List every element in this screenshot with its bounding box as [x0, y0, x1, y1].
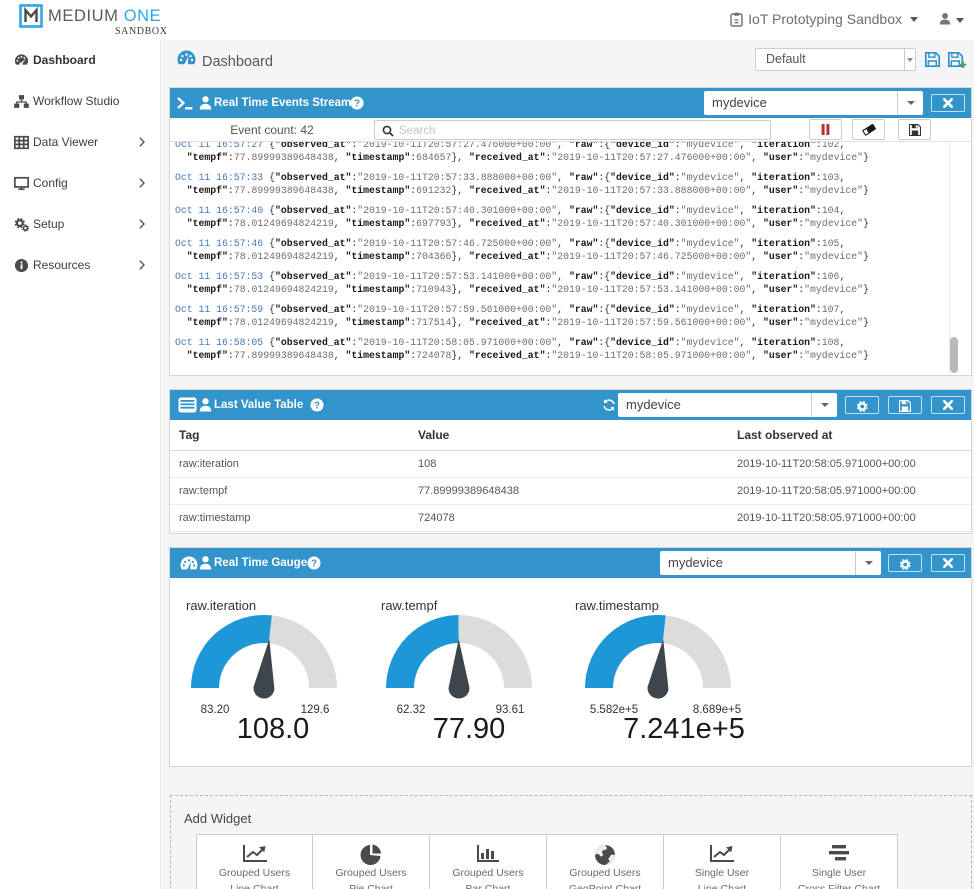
svg-text:?: ? — [314, 400, 320, 411]
svg-text:?: ? — [311, 558, 317, 569]
svg-text:?: ? — [354, 98, 360, 109]
